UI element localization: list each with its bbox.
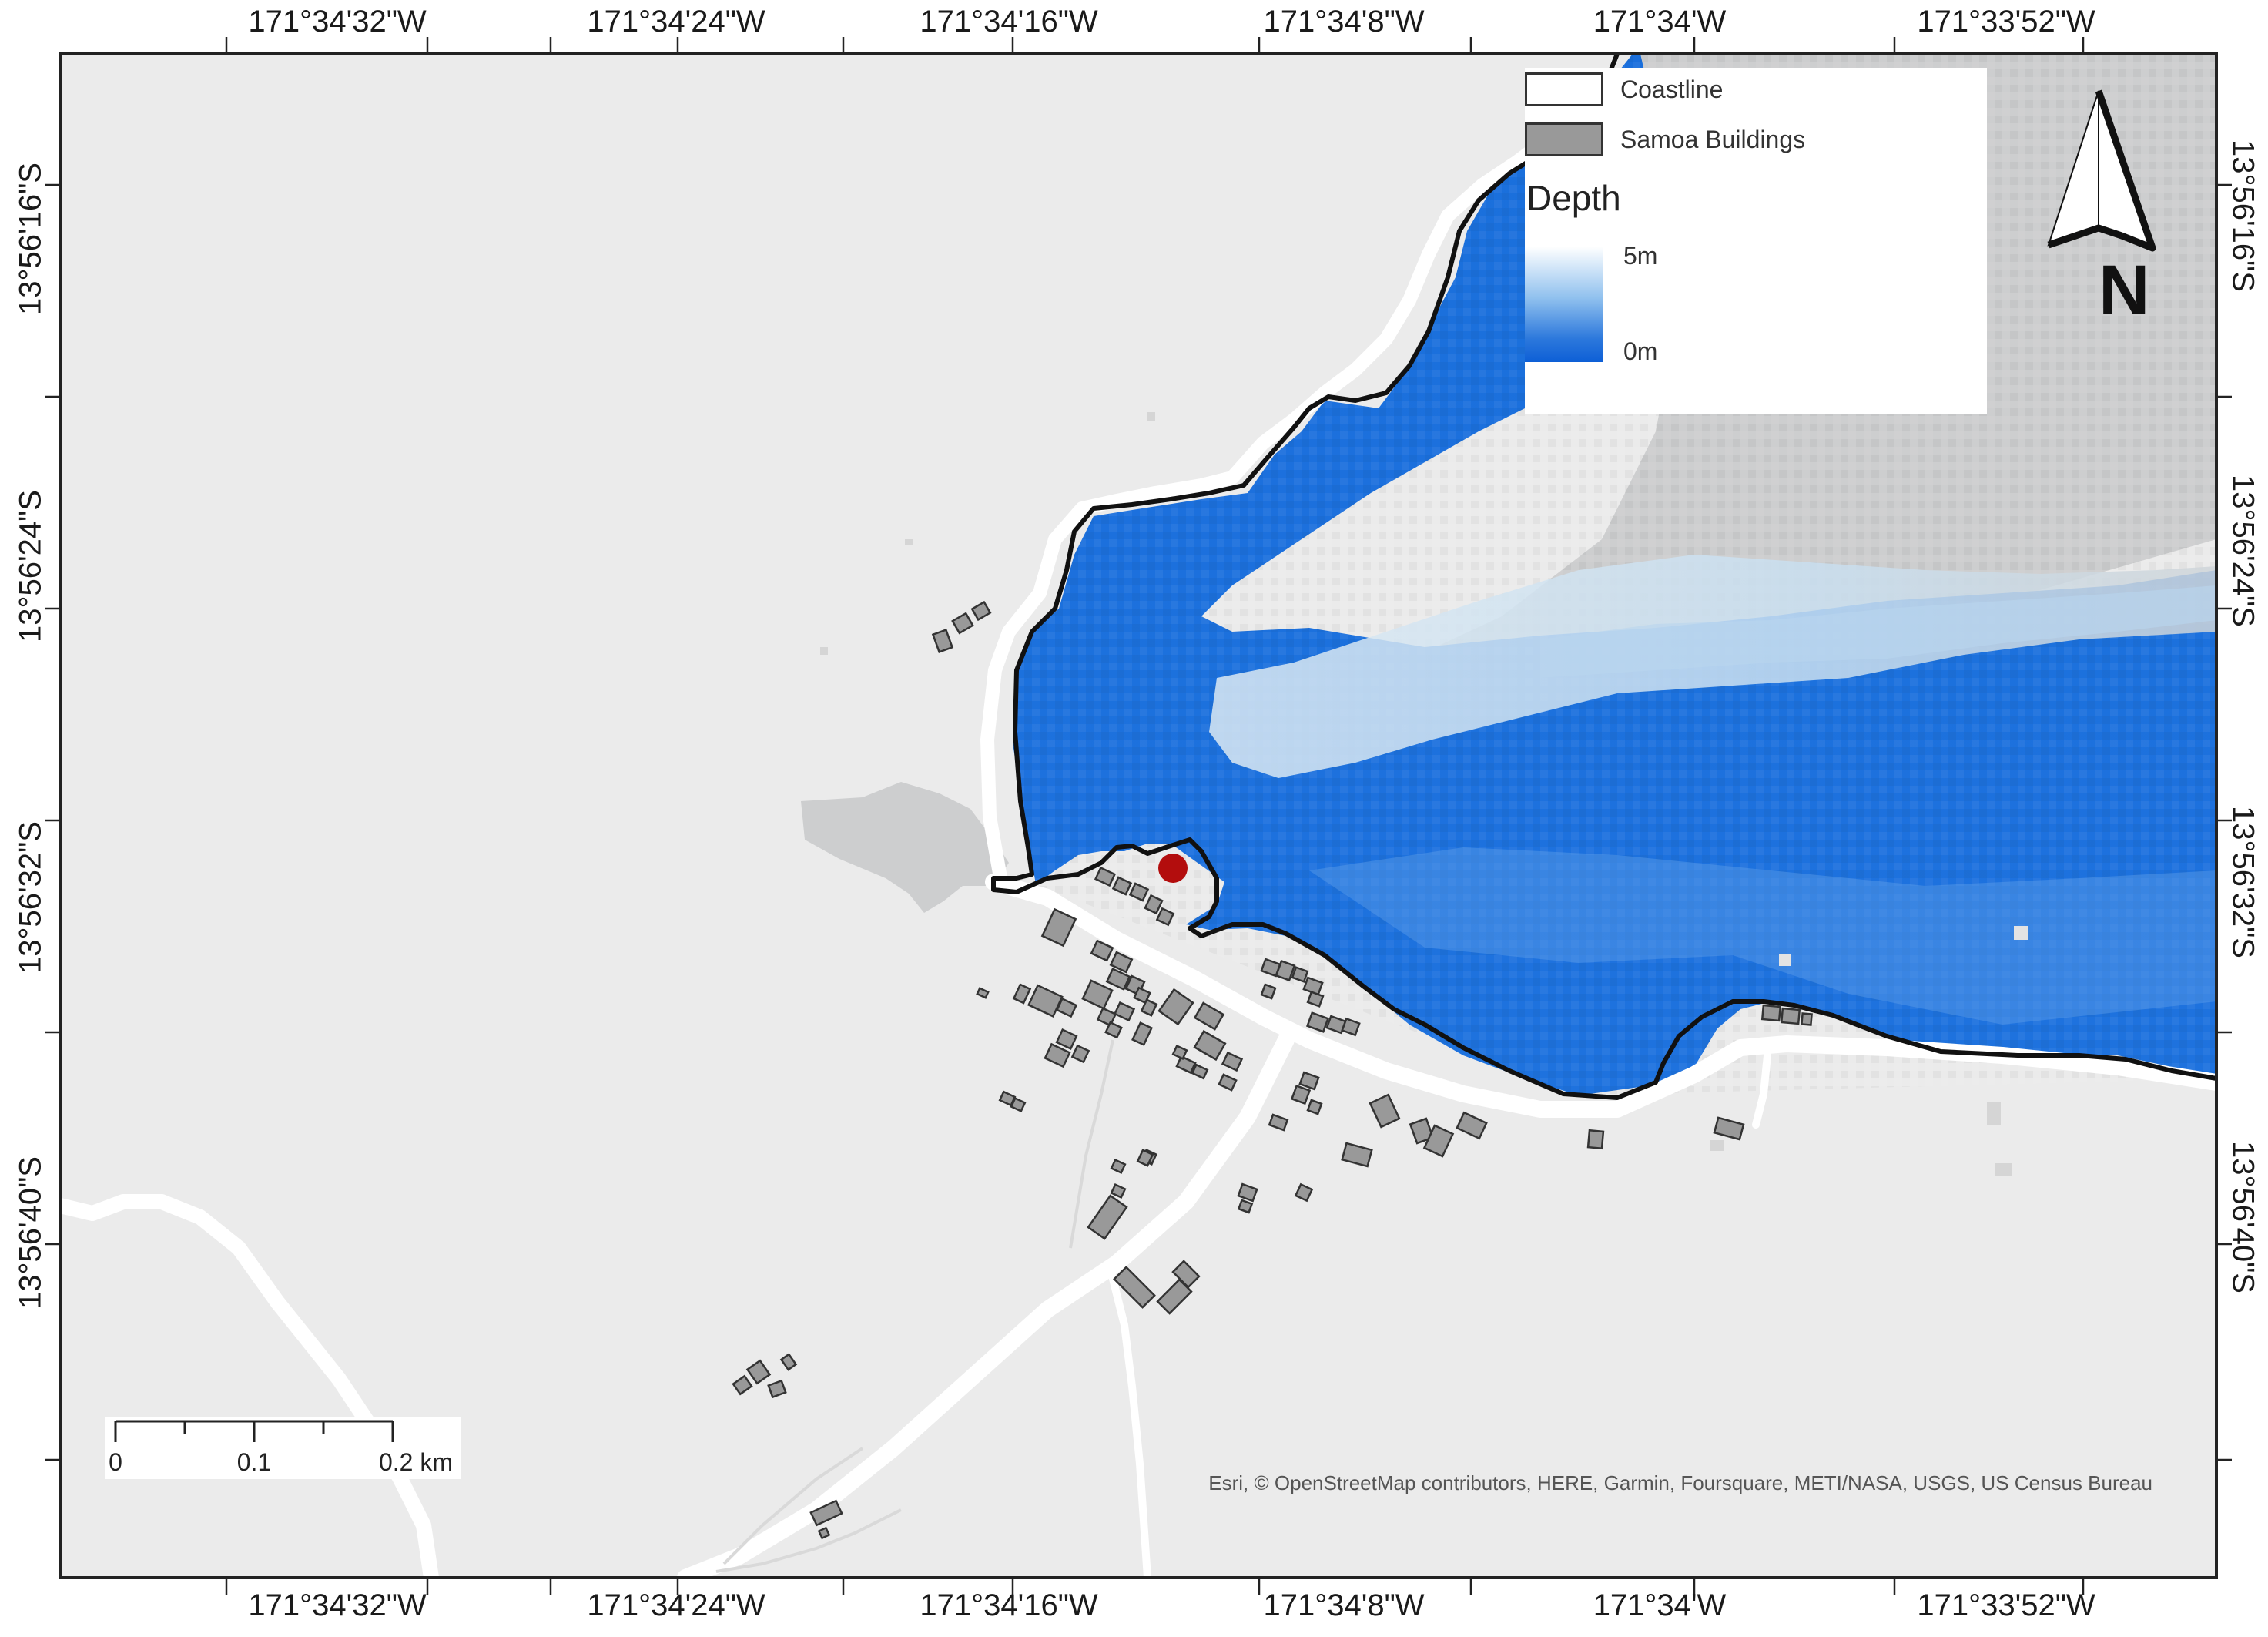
longitude-label-bottom: 171°34'32"W [248, 1588, 427, 1622]
map-attribution: Esri, © OpenStreetMap contributors, HERE… [1208, 1471, 2152, 1494]
latitude-label-right: 13°56'40"S [2226, 1141, 2260, 1293]
latitude-ticks [45, 183, 2232, 1461]
scale-bar [114, 1420, 394, 1442]
latitude-label-left: 13°56'40"S [13, 1156, 48, 1309]
depth-min-label: 0m [1623, 337, 1658, 365]
buildings-swatch [1525, 122, 1603, 156]
impact-point-marker [1158, 854, 1188, 883]
longitude-label-bottom: 171°34'24"W [587, 1588, 765, 1622]
latitude-label-left: 13°56'32"S [13, 821, 48, 974]
longitude-label-top: 171°34'8"W [1263, 5, 1425, 39]
depth-color-ramp [1525, 247, 1603, 362]
legend-item-coastline: Coastline [1525, 70, 1723, 109]
latitude-label-right: 13°56'32"S [2226, 806, 2260, 958]
longitude-label-bottom: 171°34'W [1593, 1588, 1727, 1622]
north-arrow-icon [2047, 89, 2156, 252]
scale-label: 0.1 [236, 1448, 272, 1476]
map-legend: Coastline Samoa Buildings Depth 5m 0m [1525, 68, 1987, 414]
coastline [991, 52, 2217, 1100]
scale-bar-background [105, 1417, 461, 1479]
depth-max-label: 5m [1623, 242, 1658, 270]
longitude-label-top: 171°34'16"W [920, 5, 1098, 39]
longitude-label-bottom: 171°33'52"W [1917, 1588, 2095, 1622]
longitude-label-top: 171°34'32"W [248, 5, 427, 39]
scale-label: 0.2 km [378, 1448, 454, 1476]
longitude-label-bottom: 171°34'16"W [920, 1588, 1098, 1622]
latitude-label-left: 13°56'16"S [13, 163, 48, 315]
longitude-label-top: 171°33'52"W [1917, 5, 2095, 39]
legend-item-buildings: Samoa Buildings [1525, 120, 1805, 159]
north-label: N [2099, 251, 2150, 330]
latitude-label-left: 13°56'24"S [13, 490, 48, 642]
longitude-label-top: 171°34'W [1593, 5, 1727, 39]
latitude-label-right: 13°56'16"S [2226, 139, 2260, 292]
longitude-label-top: 171°34'24"W [587, 5, 765, 39]
shore-road [980, 71, 1622, 884]
scale-label: 0 [109, 1448, 122, 1476]
estuary [801, 782, 1009, 913]
longitude-label-bottom: 171°34'8"W [1263, 1588, 1425, 1622]
latitude-label-right: 13°56'24"S [2226, 475, 2260, 627]
legend-title-depth: Depth [1526, 178, 1621, 218]
legend-label-buildings: Samoa Buildings [1620, 125, 1806, 153]
longitude-ticks [225, 37, 2085, 1595]
coastline-swatch [1525, 72, 1603, 106]
legend-label-coastline: Coastline [1620, 75, 1724, 103]
buildings [732, 600, 1813, 1540]
